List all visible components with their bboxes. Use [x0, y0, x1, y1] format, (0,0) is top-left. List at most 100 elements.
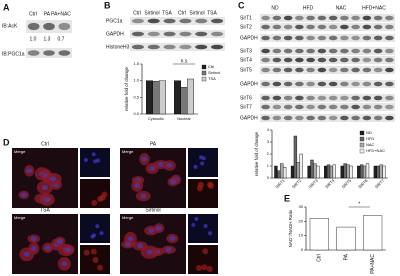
band	[306, 24, 315, 30]
band	[295, 115, 304, 121]
band	[328, 48, 338, 54]
band	[340, 35, 349, 41]
y-axis-label: relative fold of change	[124, 66, 129, 111]
band	[317, 81, 327, 87]
band	[195, 44, 208, 50]
band	[211, 18, 224, 24]
image-title: Ctrl	[41, 141, 49, 147]
band	[340, 15, 349, 21]
band	[362, 15, 372, 21]
band	[385, 104, 394, 110]
blot	[130, 43, 225, 51]
cell	[83, 249, 90, 256]
y-tick-label: 0	[301, 247, 304, 252]
band	[362, 104, 372, 110]
nucleus	[99, 231, 104, 236]
annotation: n.s	[181, 58, 188, 64]
band	[385, 95, 394, 101]
y-tick-label: 0.0	[133, 111, 139, 116]
bar	[290, 165, 295, 179]
band	[340, 95, 349, 101]
band	[283, 57, 293, 63]
band	[261, 104, 270, 110]
blot-label: SirT1	[240, 15, 252, 21]
band	[340, 115, 349, 121]
band	[328, 95, 338, 101]
nucleus	[41, 185, 48, 191]
nucleus	[44, 197, 51, 203]
inset-label: Merge	[122, 149, 134, 154]
blot-label: SirT7	[240, 104, 252, 110]
bar	[373, 165, 378, 179]
nucleus	[200, 161, 205, 166]
band	[317, 95, 327, 101]
band	[272, 57, 282, 63]
legend-label: NAC	[366, 142, 375, 147]
band	[351, 67, 360, 73]
band	[385, 48, 394, 54]
band	[179, 18, 192, 24]
lane-label: Ctrl	[133, 10, 141, 16]
band	[351, 15, 360, 21]
lane-label: HFD+NAC	[362, 5, 386, 11]
legend-label: ND	[366, 130, 372, 135]
blot	[260, 34, 395, 42]
y-tick-label: 10	[299, 233, 304, 238]
bar	[282, 166, 287, 179]
nucleus	[201, 156, 206, 161]
blot	[260, 14, 395, 22]
panel-label: C	[238, 0, 245, 10]
band	[317, 115, 327, 121]
panel-label: A	[3, 2, 10, 12]
band	[261, 115, 270, 121]
band	[295, 48, 304, 54]
band	[362, 81, 372, 87]
band	[317, 57, 327, 63]
band	[373, 115, 383, 121]
blot-label: GAPDH	[240, 81, 258, 87]
band	[317, 24, 327, 30]
band	[195, 31, 208, 37]
y-axis-label: NAD⁺/NADH Ratio	[288, 209, 293, 247]
nucleus	[44, 245, 51, 251]
nucleus	[96, 158, 101, 163]
nucleus	[91, 152, 96, 157]
band	[295, 104, 304, 110]
blot	[260, 114, 395, 122]
band	[362, 48, 372, 54]
nucleus	[23, 251, 30, 257]
band	[272, 104, 282, 110]
band	[261, 95, 270, 101]
image-title: TSA	[40, 207, 50, 213]
x-tick-label: PA	[343, 253, 349, 260]
bar	[363, 215, 383, 251]
x-tick-label: SIRT6	[357, 177, 369, 189]
band	[317, 48, 327, 54]
blot-label: GAPDH	[240, 35, 258, 41]
blot	[260, 56, 395, 64]
band	[385, 115, 394, 121]
bar	[343, 163, 347, 179]
band	[351, 57, 360, 63]
nucleus	[155, 225, 162, 231]
nucleus	[125, 241, 132, 247]
blue-channel	[80, 214, 110, 243]
bar	[340, 165, 344, 179]
band	[351, 48, 360, 54]
blot-label: PGC1a	[106, 18, 123, 24]
bar	[360, 164, 364, 179]
nucleus	[169, 235, 176, 241]
bar	[152, 81, 160, 115]
y-tick-label: 30	[299, 204, 304, 209]
y-tick-label: 1.5	[133, 61, 139, 66]
nucleus	[140, 193, 147, 199]
bar	[336, 226, 356, 251]
nucleus	[207, 231, 212, 236]
band	[373, 95, 383, 101]
band	[328, 35, 338, 41]
panel-label: D	[3, 137, 10, 147]
bar	[376, 165, 380, 179]
lane-label: TSA	[207, 10, 217, 16]
nucleus	[137, 243, 144, 249]
